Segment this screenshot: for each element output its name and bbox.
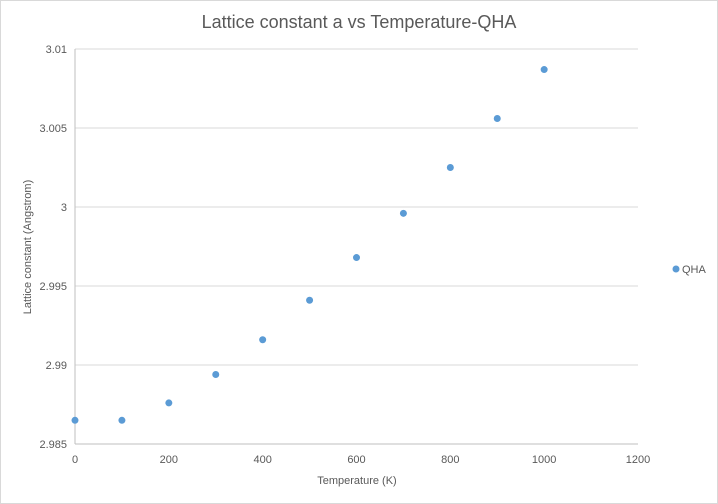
data-point [118,416,126,424]
y-axis-label: Lattice constant (Angstrom) [22,180,34,315]
y-tick-label: 3 [61,202,67,214]
chart-title: Lattice constant a vs Temperature-QHA [202,12,517,32]
x-tick-label: 200 [160,454,178,466]
y-tick-label: 2.985 [39,439,67,451]
data-point [493,115,501,123]
y-tick-label: 3.01 [46,44,67,56]
data-point [212,370,220,378]
x-tick-label: 600 [347,454,365,466]
data-point [259,336,267,344]
data-point [540,66,548,74]
x-tick-label: 1200 [626,454,650,466]
x-tick-labels: 0 200 400 600 800 1000 1200 [72,454,650,466]
y-tick-label: 3.005 [39,123,67,135]
y-tick-label: 2.99 [46,360,67,372]
data-points [71,66,548,424]
data-point [71,416,79,424]
legend-marker [672,265,680,273]
legend-label: QHA [682,264,707,276]
x-tick-label: 0 [72,454,78,466]
data-point [399,209,407,217]
data-point [165,399,173,407]
y-tick-labels: 2.985 2.99 2.995 3 3.005 3.01 [39,44,67,451]
x-axis-label: Temperature (K) [317,475,396,487]
x-tick-label: 1000 [532,454,556,466]
gridlines [74,48,638,445]
data-point [446,164,454,171]
data-point [306,296,314,304]
x-tick-label: 400 [253,454,271,466]
y-tick-label: 2.995 [39,281,67,293]
x-tick-label: 800 [441,454,459,466]
legend: QHA [672,264,707,276]
data-point [353,254,360,262]
